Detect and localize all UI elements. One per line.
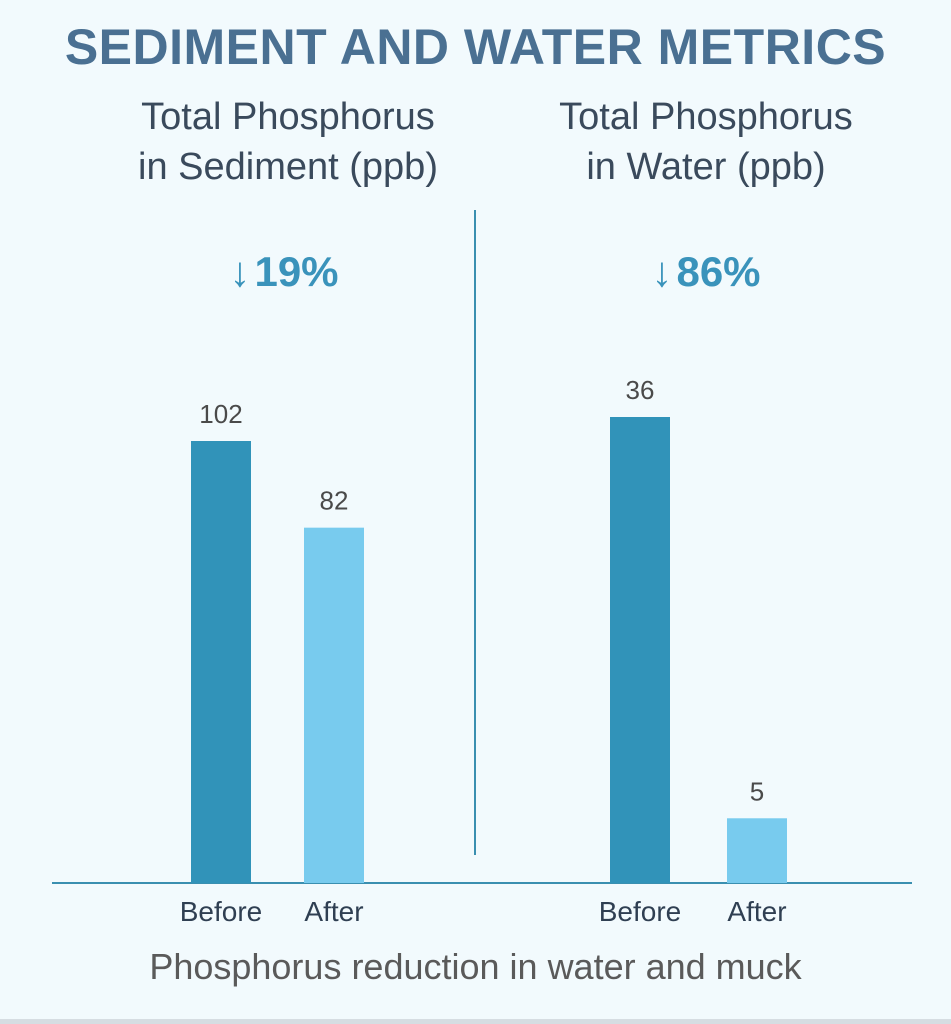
data-label: 5 — [750, 776, 764, 806]
bar-after — [304, 527, 364, 883]
category-label: Before — [180, 896, 263, 927]
footer-caption: Phosphorus reduction in water and muck — [149, 946, 802, 987]
change-sediment: ↓19% — [134, 248, 434, 296]
change-water: ↓86% — [556, 248, 856, 296]
panel-title-sediment: Total Phosphorus in Sediment (ppb) — [78, 92, 498, 192]
bar-before — [610, 417, 670, 883]
change-value: 19% — [254, 248, 339, 295]
panel-title-line1: Total Phosphorus — [141, 96, 435, 138]
page-title: SEDIMENT AND WATER METRICS — [64, 19, 887, 75]
data-label: 36 — [626, 375, 655, 405]
panel-title-line1: Total Phosphorus — [559, 96, 853, 138]
category-label: After — [304, 896, 363, 927]
bar-before — [191, 441, 251, 883]
panel-title-water: Total Phosphorus in Water (ppb) — [496, 92, 916, 192]
data-label: 102 — [199, 399, 242, 429]
change-value: 86% — [676, 248, 761, 295]
down-arrow-icon: ↓ — [651, 248, 673, 295]
panel-title-line2: in Water (ppb) — [586, 146, 826, 188]
data-label: 82 — [320, 486, 349, 516]
bar-after — [727, 818, 787, 883]
category-label: Before — [599, 896, 682, 927]
down-arrow-icon: ↓ — [229, 248, 251, 295]
bottom-divider — [0, 1019, 951, 1024]
category-label: After — [727, 896, 786, 927]
panel-title-line2: in Sediment (ppb) — [138, 146, 438, 188]
